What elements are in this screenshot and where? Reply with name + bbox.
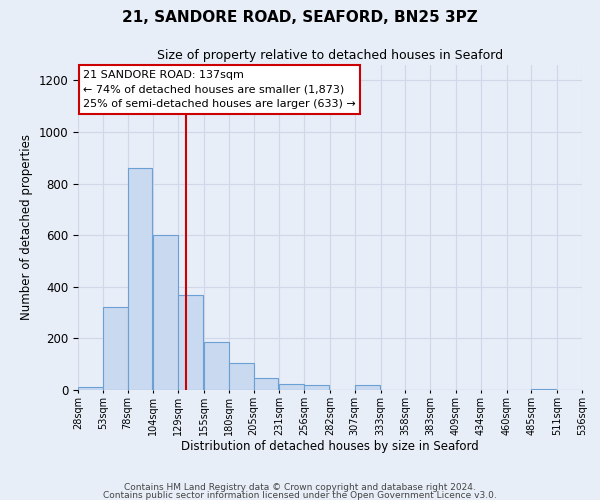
Text: 21 SANDORE ROAD: 137sqm
← 74% of detached houses are smaller (1,873)
25% of semi: 21 SANDORE ROAD: 137sqm ← 74% of detache… <box>83 70 356 110</box>
Bar <box>254 378 278 390</box>
Bar <box>78 387 103 390</box>
Bar <box>154 235 178 390</box>
Bar <box>128 168 152 390</box>
Text: Contains public sector information licensed under the Open Government Licence v3: Contains public sector information licen… <box>103 490 497 500</box>
Bar <box>204 342 229 390</box>
Bar <box>532 388 556 390</box>
Bar <box>103 308 128 390</box>
Bar <box>304 385 329 390</box>
Bar <box>355 385 380 390</box>
Bar <box>178 294 203 390</box>
Bar <box>280 384 304 390</box>
Text: Contains HM Land Registry data © Crown copyright and database right 2024.: Contains HM Land Registry data © Crown c… <box>124 484 476 492</box>
Title: Size of property relative to detached houses in Seaford: Size of property relative to detached ho… <box>157 50 503 62</box>
X-axis label: Distribution of detached houses by size in Seaford: Distribution of detached houses by size … <box>181 440 479 454</box>
Y-axis label: Number of detached properties: Number of detached properties <box>20 134 33 320</box>
Bar <box>229 363 254 390</box>
Text: 21, SANDORE ROAD, SEAFORD, BN25 3PZ: 21, SANDORE ROAD, SEAFORD, BN25 3PZ <box>122 10 478 25</box>
